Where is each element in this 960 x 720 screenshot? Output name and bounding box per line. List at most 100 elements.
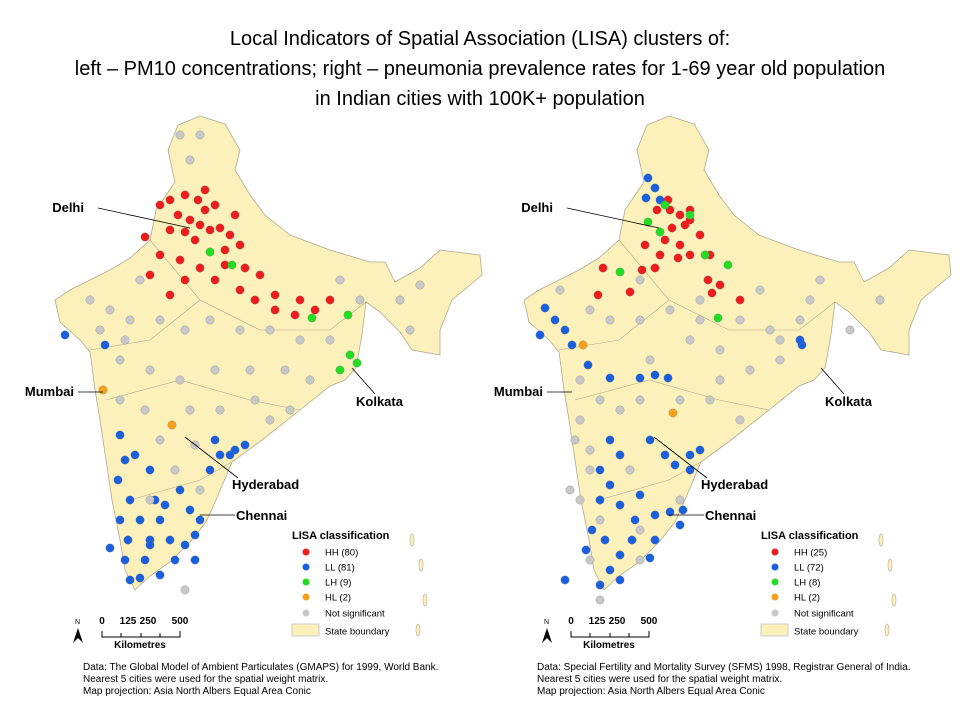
- legend-item: HH (80): [325, 548, 358, 559]
- hh-city-dot: [193, 195, 203, 205]
- ll-city-dot: [113, 475, 123, 485]
- andaman-nicobar-island: [422, 593, 428, 607]
- not-significant-city-dot: [145, 495, 155, 505]
- scale-tick-label: 250: [609, 616, 626, 627]
- ll-city-dot: [615, 500, 625, 510]
- hh-city-dot: [685, 250, 695, 260]
- not-significant-city-dot: [570, 435, 580, 445]
- hh-city-dot: [195, 263, 205, 273]
- not-significant-city-dot: [765, 325, 775, 335]
- hh-city-dot: [195, 220, 205, 230]
- city-label-chennai: Chennai: [705, 508, 756, 523]
- not-significant-city-dot: [210, 365, 220, 375]
- ll-city-dot: [650, 535, 660, 545]
- ll-city-dot: [125, 495, 135, 505]
- ll-city-dot: [795, 335, 805, 345]
- not-significant-city-dot: [805, 295, 815, 305]
- lh-city-dot: [685, 210, 695, 220]
- legend-item: State boundary: [325, 627, 390, 638]
- ll-city-dot: [595, 495, 605, 505]
- ll-city-dot: [210, 435, 220, 445]
- leader-line: [820, 367, 845, 395]
- hh-city-dot: [180, 190, 190, 200]
- not-significant-city-dot: [415, 280, 425, 290]
- ll-city-dot: [100, 340, 110, 350]
- hl-city-dot: [578, 340, 588, 350]
- not-significant-city-dot: [405, 325, 415, 335]
- not-significant-city-dot: [715, 375, 725, 385]
- not-significant-city-dot: [335, 275, 345, 285]
- not-significant-city-dot: [585, 555, 595, 565]
- not-significant-city-dot: [635, 555, 645, 565]
- andaman-nicobar-island: [409, 533, 415, 547]
- scale-tick-label: 125: [120, 616, 137, 627]
- not-significant-city-dot: [180, 325, 190, 335]
- hl-city-dot: [98, 385, 108, 395]
- hh-city-dot: [270, 290, 280, 300]
- not-significant-city-dot: [175, 130, 185, 140]
- not-significant-city-dot: [205, 315, 215, 325]
- not-significant-city-dot: [815, 275, 825, 285]
- city-label-kolkata: Kolkata: [825, 394, 873, 409]
- ll-city-dot: [180, 540, 190, 550]
- not-significant-city-dot: [115, 395, 125, 405]
- ll-city-dot: [123, 535, 133, 545]
- not-significant-city-dot: [775, 355, 785, 365]
- lh-city-dot: [205, 247, 215, 257]
- legend-item: HH (25): [794, 548, 827, 559]
- ll-city-dot: [660, 450, 670, 460]
- ll-city-dot: [645, 435, 655, 445]
- right-map-pneumonia: Delhi Mumbai Kolkata Hyderabad Chennai LISA c…: [494, 115, 952, 651]
- not-significant-city-dot: [195, 485, 205, 495]
- not-significant-city-dot: [180, 585, 190, 595]
- hh-city-dot: [230, 210, 240, 220]
- hh-city-dot: [625, 287, 635, 297]
- lh-city-dot: [723, 260, 733, 270]
- not-significant-city-dot: [845, 325, 855, 335]
- ll-city-dot: [155, 570, 165, 580]
- hh-city-dot: [235, 240, 245, 250]
- ll-city-dot: [115, 515, 125, 525]
- lh-city-dot: [655, 227, 665, 237]
- scale-tick-label: 0: [99, 616, 105, 627]
- leader-line: [184, 436, 239, 479]
- not-significant-city-dot: [135, 275, 145, 285]
- not-significant-city-dot: [575, 375, 585, 385]
- hh-city-dot: [735, 295, 745, 305]
- hh-city-dot: [155, 250, 165, 260]
- ll-city-dot: [605, 480, 615, 490]
- city-label-mumbai: Mumbai: [494, 384, 543, 399]
- not-significant-city-dot: [715, 345, 725, 355]
- city-label-chennai: Chennai: [236, 508, 287, 523]
- not-significant-city-dot: [585, 465, 595, 475]
- hh-city-dot: [310, 305, 320, 315]
- not-significant-city-dot: [285, 405, 295, 415]
- city-label-delhi: Delhi: [52, 200, 84, 215]
- andaman-nicobar-island: [887, 558, 893, 572]
- legend-swatch-state-boundary: [760, 623, 789, 637]
- hh-city-dot: [165, 195, 175, 205]
- hh-city-dot: [250, 295, 260, 305]
- not-significant-city-dot: [105, 305, 115, 315]
- hh-city-dot: [173, 210, 183, 220]
- ll-city-dot: [630, 515, 640, 525]
- ll-city-dot: [600, 535, 610, 545]
- not-significant-city-dot: [265, 415, 275, 425]
- north-arrow-icon: [542, 628, 552, 643]
- city-label-kolkata: Kolkata: [356, 394, 404, 409]
- ll-city-dot: [145, 465, 155, 475]
- ll-city-dot: [583, 360, 593, 370]
- lh-city-dot: [660, 200, 670, 210]
- leader-line: [97, 207, 191, 229]
- not-significant-city-dot: [635, 275, 645, 285]
- north-label: N: [75, 619, 80, 626]
- not-significant-city-dot: [185, 405, 195, 415]
- ll-city-dot: [125, 575, 135, 585]
- lh-city-dot: [345, 350, 355, 360]
- lh-city-dot: [352, 358, 362, 368]
- ll-city-dot: [105, 543, 115, 553]
- legend-swatch-hh: [302, 548, 310, 556]
- hh-city-dot: [593, 290, 603, 300]
- hh-city-dot: [235, 285, 245, 295]
- not-significant-city-dot: [755, 285, 765, 295]
